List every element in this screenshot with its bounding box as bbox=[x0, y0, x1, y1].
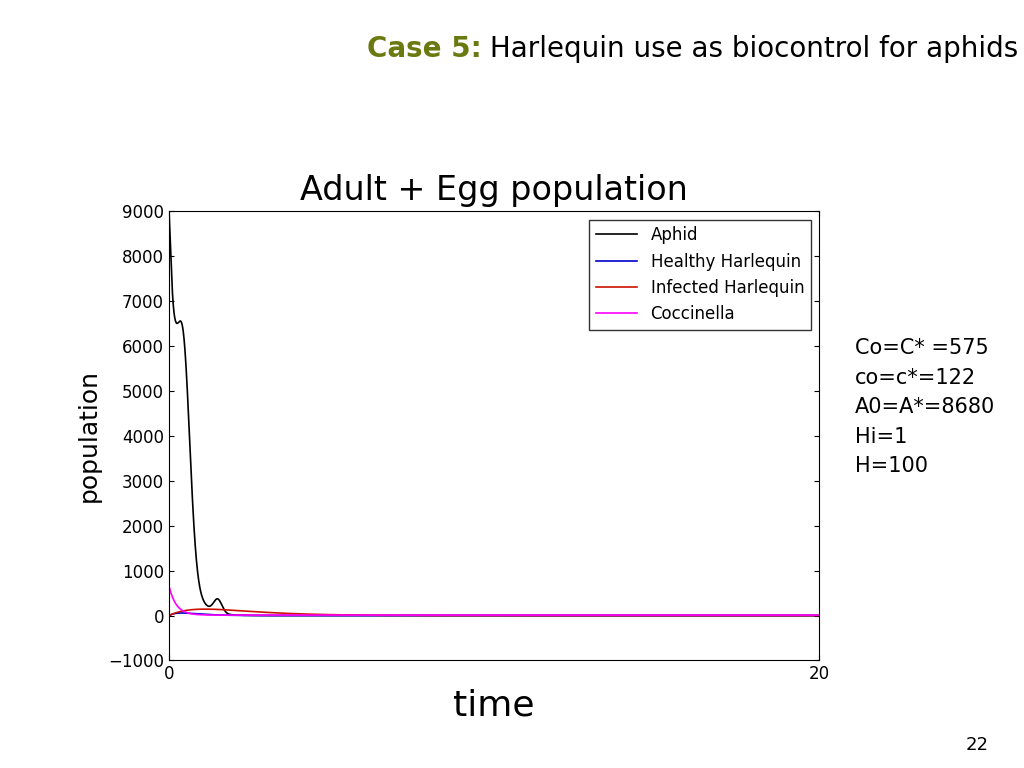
Text: Harlequin use as biocontrol for aphids: Harlequin use as biocontrol for aphids bbox=[481, 35, 1019, 62]
Coccinella bbox=[586, 611, 598, 620]
Text: Co=C* =575
co=c*=122
A0=A*=8680
Hi=1
H=100: Co=C* =575 co=c*=122 A0=A*=8680 Hi=1 H=1… bbox=[855, 338, 995, 476]
Text: 22: 22 bbox=[966, 737, 988, 754]
Line: Healthy Harlequin: Healthy Harlequin bbox=[169, 613, 819, 616]
Line: Infected Harlequin: Infected Harlequin bbox=[169, 609, 819, 616]
Aphid bbox=[697, 611, 710, 621]
Aphid bbox=[412, 611, 424, 620]
Healthy Harlequin bbox=[281, 611, 293, 620]
Infected Harlequin bbox=[648, 611, 660, 620]
X-axis label: time: time bbox=[454, 689, 535, 723]
Healthy Harlequin bbox=[697, 611, 710, 621]
Healthy Harlequin bbox=[553, 611, 565, 620]
Coccinella bbox=[281, 611, 293, 620]
Infected Harlequin bbox=[813, 611, 825, 620]
Coccinella bbox=[697, 611, 710, 620]
Coccinella bbox=[553, 611, 565, 620]
Healthy Harlequin bbox=[648, 611, 660, 621]
Coccinella bbox=[813, 611, 825, 620]
Line: Aphid: Aphid bbox=[169, 209, 819, 616]
Infected Harlequin bbox=[281, 609, 293, 618]
Infected Harlequin bbox=[586, 611, 598, 620]
Healthy Harlequin bbox=[163, 611, 175, 621]
Aphid bbox=[813, 611, 825, 621]
Aphid bbox=[281, 611, 293, 620]
Y-axis label: population: population bbox=[77, 369, 101, 502]
Infected Harlequin bbox=[553, 611, 565, 620]
Coccinella bbox=[412, 611, 424, 620]
Healthy Harlequin bbox=[412, 611, 424, 620]
Aphid bbox=[163, 204, 175, 214]
Line: Coccinella: Coccinella bbox=[169, 586, 819, 615]
Infected Harlequin bbox=[697, 611, 710, 620]
Coccinella bbox=[163, 581, 175, 591]
Infected Harlequin bbox=[412, 611, 424, 620]
Infected Harlequin bbox=[163, 611, 175, 621]
Aphid bbox=[586, 611, 598, 621]
Infected Harlequin bbox=[199, 604, 211, 614]
Coccinella bbox=[460, 611, 472, 620]
Healthy Harlequin bbox=[176, 608, 188, 617]
Aphid bbox=[648, 611, 660, 621]
Healthy Harlequin bbox=[586, 611, 598, 620]
Healthy Harlequin bbox=[813, 611, 825, 621]
Text: Case 5:: Case 5: bbox=[367, 35, 481, 62]
Aphid bbox=[553, 611, 565, 621]
Legend: Aphid, Healthy Harlequin, Infected Harlequin, Coccinella: Aphid, Healthy Harlequin, Infected Harle… bbox=[589, 220, 811, 330]
Title: Adult + Egg population: Adult + Egg population bbox=[300, 174, 688, 207]
Coccinella bbox=[648, 611, 660, 620]
